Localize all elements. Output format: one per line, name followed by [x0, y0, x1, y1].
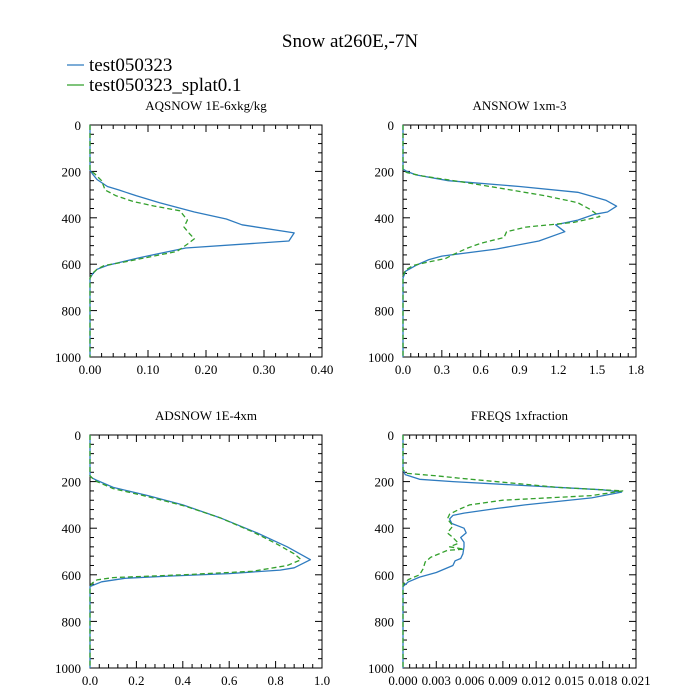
ansnow-title: ANSNOW 1xm-3	[472, 98, 566, 113]
aqsnow-xtick-label: 0.20	[195, 362, 218, 377]
aqsnow-ytick-label: 800	[62, 304, 82, 319]
adsnow-series-2-line	[89, 435, 302, 668]
adsnow-plot-frame	[89, 434, 323, 669]
aqsnow-xtick-label: 0.30	[253, 362, 276, 377]
ansnow-xtick-label: 1.8	[628, 362, 644, 377]
panel-ansnow: ANSNOW 1xm-3 0.0 0.3 0.6 0.9 1.2 1.5 1.8 0 200 400…	[368, 98, 644, 377]
adsnow-ytick-label: 400	[62, 521, 82, 536]
ansnow-xtick-label: 0.6	[473, 362, 490, 377]
adsnow-xtick-label: 0.8	[267, 673, 283, 688]
legend-label-series-1: test050323	[89, 55, 172, 76]
aqsnow-ytick-label: 400	[62, 211, 82, 226]
freqs-series-1-line	[402, 435, 623, 668]
adsnow-ytick-label: 200	[62, 475, 82, 490]
ansnow-ytick-label: 200	[375, 164, 395, 179]
freqs-ytick-label: 1000	[368, 661, 394, 676]
aqsnow-series-2-line	[89, 125, 196, 357]
ansnow-xtick-label: 0.9	[511, 362, 527, 377]
freqs-xtick-label: 0.003	[422, 673, 451, 688]
ansnow-ytick-label: 400	[375, 211, 395, 226]
ansnow-series-1-line	[402, 125, 618, 357]
adsnow-ytick-label: 600	[62, 568, 82, 583]
freqs-xtick-label: 0.012	[522, 673, 551, 688]
aqsnow-ytick-label: 600	[62, 257, 82, 272]
ansnow-xtick-label: 0.0	[395, 362, 411, 377]
figure-title: Snow at260E,-7N	[282, 31, 418, 52]
freqs-xtick-label: 0.015	[555, 673, 584, 688]
freqs-ytick-label: 600	[375, 568, 395, 583]
adsnow-series-1-line	[89, 435, 312, 668]
ansnow-ytick-label: 1000	[368, 350, 394, 365]
aqsnow-xtick-label: 0.40	[311, 362, 334, 377]
ansnow-ytick-label: 600	[375, 257, 395, 272]
adsnow-xtick-label: 0.0	[82, 673, 98, 688]
freqs-ytick-label: 400	[375, 521, 395, 536]
freqs-xtick-label: 0.009	[488, 673, 517, 688]
freqs-plot-frame	[402, 434, 637, 669]
freqs-xtick-label: 0.018	[588, 673, 617, 688]
adsnow-xtick-label: 0.4	[175, 673, 192, 688]
adsnow-xtick-label: 1.0	[314, 673, 330, 688]
aqsnow-ytick-label: 0	[75, 118, 82, 133]
ansnow-xtick-label: 1.5	[589, 362, 605, 377]
aqsnow-title: AQSNOW 1E-6xkg/kg	[145, 98, 267, 113]
panel-adsnow: ADSNOW 1E-4xm 0.0 0.2 0.4 0.6 0.8 1.0 0 200 400 60…	[55, 408, 330, 688]
adsnow-title: ADSNOW 1E-4xm	[155, 408, 257, 423]
freqs-xtick-label: 0.021	[621, 673, 650, 688]
freqs-title: FREQS 1xfraction	[471, 408, 569, 423]
panel-aqsnow: AQSNOW 1E-6xkg/kg 0.00 0.10 0.20 0.30 0.40 0 20…	[55, 98, 333, 377]
freqs-xtick-label: 0.006	[455, 673, 485, 688]
adsnow-ytick-label: 800	[62, 614, 82, 629]
ansnow-xtick-label: 0.3	[434, 362, 450, 377]
ansnow-ytick-label: 800	[375, 304, 395, 319]
freqs-xtick-label: 0.000	[388, 673, 417, 688]
aqsnow-xtick-label: 0.00	[79, 362, 102, 377]
freqs-ytick-label: 800	[375, 614, 395, 629]
legend-label-series-2: test050323_splat0.1	[89, 75, 242, 96]
freqs-ytick-label: 200	[375, 475, 395, 490]
freqs-ytick-label: 0	[388, 428, 395, 443]
freqs-series-2-line	[402, 435, 624, 668]
aqsnow-xtick-label: 0.10	[137, 362, 160, 377]
panel-freqs: FREQS 1xfraction 0.000 0.003 0.006 0.009 0.01…	[368, 408, 651, 688]
legend: test050323 test050323_splat0.1	[67, 55, 242, 96]
adsnow-ytick-label: 1000	[55, 661, 81, 676]
aqsnow-ytick-label: 200	[62, 164, 82, 179]
ansnow-series-2-line	[402, 125, 601, 357]
adsnow-xtick-label: 0.2	[128, 673, 144, 688]
adsnow-xtick-label: 0.6	[221, 673, 238, 688]
adsnow-ytick-label: 0	[75, 428, 82, 443]
ansnow-ytick-label: 0	[388, 118, 395, 133]
aqsnow-ytick-label: 1000	[55, 350, 81, 365]
ansnow-xtick-label: 1.2	[550, 362, 566, 377]
ansnow-plot-frame	[402, 124, 637, 358]
